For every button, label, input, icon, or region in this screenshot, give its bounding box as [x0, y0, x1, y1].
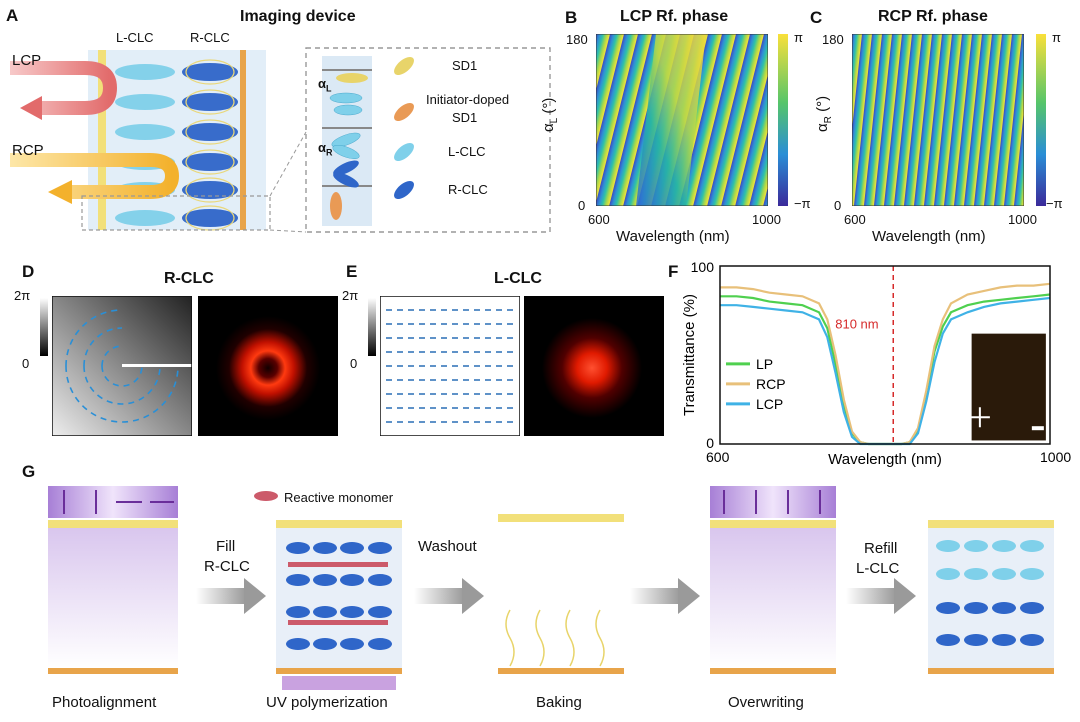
panel-b-cbar-bottom: −π: [794, 196, 811, 211]
legend-doped-2: SD1: [452, 110, 478, 125]
panel-e-phase-pattern: [380, 296, 520, 436]
panel-b-ytick-bottom: 0: [578, 198, 586, 213]
panel-d-phase-pattern: [52, 296, 192, 436]
panel-c-phase-map: [852, 34, 1024, 206]
rclc-helices: [182, 63, 238, 227]
stage-result: [928, 520, 1054, 674]
x-tick-600: 600: [706, 449, 730, 465]
legend-sd1: SD1: [452, 58, 478, 73]
panel-d-title: R-CLC: [164, 270, 214, 287]
panel-c-ylabel: αR (°): [814, 95, 834, 132]
panel-label-c: C: [810, 8, 823, 27]
panel-b-xtick-left: 600: [588, 212, 610, 227]
legend-label-rcp: RCP: [756, 376, 786, 392]
panel-b-colorbar: [778, 34, 788, 206]
stage-baking: [498, 514, 624, 674]
panel-g-process-diagram: [48, 486, 1054, 690]
panel-c-colorbar: [1036, 34, 1046, 206]
panel-a-device-diagram: [10, 47, 551, 233]
y-tick-100: 100: [691, 259, 715, 275]
stage-overwriting: [710, 486, 836, 674]
rcp-arrow: [10, 153, 180, 199]
rclc-icon: [394, 181, 414, 199]
legend-doped-1: Initiator-doped: [426, 92, 510, 107]
x-tick-1000: 1000: [1040, 449, 1071, 465]
panel-c-xtick-left: 600: [844, 212, 866, 227]
panel-c-title: RCP Rf. phase: [878, 8, 988, 25]
rclc-label: R-CLC: [190, 30, 230, 45]
y-axis-label: Transmittance (%): [681, 294, 698, 416]
panel-e-gaussian-beam: [524, 296, 664, 436]
panel-c-cbar-bottom: −π: [1046, 196, 1063, 211]
legend-label-lcp: LCP: [756, 396, 783, 412]
panel-d-cbar-bottom: 0: [22, 356, 30, 371]
polarizer-cross-icon: [969, 407, 990, 428]
panel-b-cbar-top: π: [794, 30, 803, 45]
stage-label-baking: Baking: [536, 694, 582, 711]
plot-frame: [719, 265, 1051, 445]
y-tick-0: 0: [706, 435, 714, 451]
panel-label-f: F: [668, 262, 679, 281]
legend-label-lp: LP: [756, 356, 773, 372]
panel-b-phase-map: [596, 34, 768, 206]
stage-label-photoalignment: Photoalignment: [52, 694, 157, 711]
step-fill-rclc-label: R-CLC: [204, 558, 250, 575]
stage-uv-polymerization: [254, 491, 402, 690]
panel-b-ytick-top: 180: [566, 32, 588, 47]
stage-label-overwriting: Overwriting: [728, 694, 804, 711]
panel-e-colorbar: [368, 298, 376, 356]
alpha-l-label: αL: [318, 76, 332, 94]
left-alignment-layer: [98, 50, 106, 230]
scale-bar: [1031, 426, 1044, 431]
panel-b-ylabel: αL (°): [540, 97, 560, 132]
panel-b-title: LCP Rf. phase: [620, 8, 729, 25]
panel-e-title: L-CLC: [494, 270, 542, 287]
panel-label-b: B: [565, 8, 578, 27]
panel-a-title: Imaging device: [240, 8, 356, 25]
panel-c-ytick-top: 180: [822, 32, 844, 47]
lcp-label: LCP: [12, 52, 42, 69]
zoom-selection: [81, 195, 271, 231]
panel-c-cbar-top: π: [1052, 30, 1061, 45]
step-fill-label: Fill: [216, 538, 236, 555]
sd1-icon: [394, 57, 414, 75]
panel-e-cbar-bottom: 0: [350, 356, 358, 371]
panel-label-d: D: [22, 262, 35, 281]
step-washout-label: Washout: [418, 538, 477, 555]
stage-photoalignment: [48, 486, 178, 674]
panel-label-e: E: [346, 262, 358, 281]
alpha-r-label: αR: [318, 140, 333, 158]
reactive-monomer-label: Reactive monomer: [284, 490, 394, 505]
panel-c-xlabel: Wavelength (nm): [872, 228, 986, 245]
panel-b-xlabel: Wavelength (nm): [616, 228, 730, 245]
rcp-label: RCP: [12, 142, 44, 159]
legend-rclc: R-CLC: [448, 182, 488, 197]
device-substrate: [88, 50, 266, 230]
panel-c-xtick-right: 1000: [1008, 212, 1037, 227]
x-axis-label: Wavelength (nm): [828, 451, 942, 468]
stage-label-uv-polymerization: UV polymerization: [266, 694, 388, 711]
step-refill-lclc-label: L-CLC: [856, 560, 900, 577]
doped-sd1-icon: [394, 103, 414, 121]
panel-d-cbar-top: 2π: [14, 288, 31, 303]
lclc-label: L-CLC: [116, 30, 154, 45]
lclc-icon: [394, 143, 414, 161]
annotation-label: 810 nm: [835, 316, 878, 331]
lcp-arrow: [10, 61, 118, 115]
panel-d-colorbar: [40, 298, 48, 356]
inset-photo: [971, 333, 1046, 441]
legend-lclc: L-CLC: [448, 144, 486, 159]
panel-label-g: G: [22, 462, 36, 481]
zoom-inset: [305, 47, 551, 233]
panel-label-a: A: [6, 6, 19, 25]
right-alignment-layer: [240, 50, 246, 230]
step-refill-label: Refill: [864, 540, 898, 557]
panel-d-donut-beam: [198, 296, 338, 436]
panel-c-ytick-bottom: 0: [834, 198, 842, 213]
panel-e-cbar-top: 2π: [342, 288, 359, 303]
panel-b-xtick-right: 1000: [752, 212, 781, 227]
